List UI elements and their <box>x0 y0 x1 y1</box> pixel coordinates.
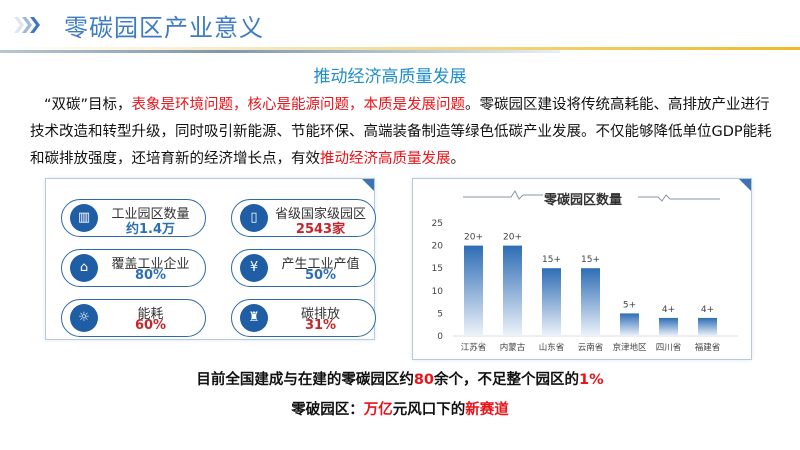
stat-label: 能耗 <box>137 307 164 322</box>
chart-panel: 零碳园区数量 0 5 10 15 20 25 20+ 江苏省 20+ 内蒙古 15+ 山东省 15+ 云南… <box>412 178 752 360</box>
chart-title: 零碳园区数量 <box>543 193 622 208</box>
data-label: 4+ <box>701 305 714 315</box>
highlight-text: 80 <box>413 372 435 388</box>
bar <box>464 245 483 336</box>
text: 。零碳园区建设将传统高耗能、高排放产业进行技术改造和转型升级，同时吸引新能源、节… <box>30 97 772 167</box>
highlight-text: 1% <box>579 372 604 388</box>
stat-label: 覆盖工业企业 <box>111 257 190 272</box>
text: “双碳”目标， <box>44 97 132 113</box>
y-tick-label: 25 <box>432 219 443 229</box>
lightbulb-icon: ☼ <box>70 304 98 332</box>
enterprise-icon: ⌂ <box>70 254 98 282</box>
text: 零破园区： <box>291 402 364 418</box>
data-label: 20+ <box>464 233 483 243</box>
x-tick-label: 福建省 <box>695 342 721 353</box>
data-label: 15+ <box>542 255 561 265</box>
stat-label: 省级国家级园区 <box>274 207 366 222</box>
bar <box>581 268 600 336</box>
yuan-coin-icon: ¥ <box>240 254 268 282</box>
stat-label: 碳排放 <box>300 307 340 322</box>
highlight-text: 表象是环境问题，核心是能源问题，本质是发展问题 <box>131 97 466 113</box>
stat-label: 工业园区数量 <box>111 207 190 222</box>
bar <box>542 268 561 336</box>
stat-value: 2543家 <box>295 222 346 237</box>
y-tick-label: 20 <box>432 242 444 252</box>
stat-card: ☼ 能耗 60% <box>61 299 206 337</box>
text: 目前全国建成与在建的零碳园区约 <box>196 372 414 388</box>
stats-panel: ▥ 工业园区数量 约1.4万 ▯ 省级国家级园区 2543家 ⌂ 覆盖工业企业 80% ¥ 产生工业… <box>45 178 376 340</box>
y-tick-label: 10 <box>432 287 444 297</box>
text: 余个，不足整个园区的 <box>434 372 580 388</box>
stat-value: 31% <box>304 318 337 333</box>
stat-value: 50% <box>304 268 337 283</box>
x-tick-label: 内蒙古 <box>500 342 526 353</box>
factory-icon: ▥ <box>70 204 98 232</box>
stat-label: 产生工业产值 <box>281 257 360 272</box>
page-title: 零碳园区产业意义 <box>64 14 264 42</box>
header-divider <box>0 47 800 50</box>
data-label: 5+ <box>623 300 636 310</box>
section-subtitle: 推动经济高质量发展 <box>313 67 467 87</box>
header-divider-shadow <box>0 50 560 53</box>
bar <box>620 313 639 336</box>
body-paragraph: “双碳”目标，表象是环境问题，核心是能源问题，本质是发展问题。零碳园区建设将传统… <box>30 92 775 173</box>
x-tick-label: 京津地区 <box>612 342 647 353</box>
stat-card: ♜ 碳排放 31% <box>231 299 376 337</box>
stat-card: ⌂ 覆盖工业企业 80% <box>61 249 206 287</box>
x-tick-label: 四川省 <box>656 342 682 353</box>
chimney-icon: ♜ <box>240 304 268 332</box>
stat-value: 80% <box>134 268 167 283</box>
highlight-text: 新赛道 <box>465 402 509 418</box>
footer-line-1: 目前全国建成与在建的零碳园区约80余个，不足整个园区的1% <box>0 368 800 389</box>
stat-value: 约1.4万 <box>125 222 176 237</box>
y-tick-label: 15 <box>432 264 443 274</box>
bar <box>659 317 678 336</box>
data-label: 4+ <box>662 305 675 315</box>
stat-card: ▯ 省级国家级园区 2543家 <box>231 199 376 237</box>
stat-card: ¥ 产生工业产值 50% <box>231 249 376 287</box>
data-label: 15+ <box>581 255 600 265</box>
highlight-text: 万亿 <box>363 402 393 418</box>
y-tick-label: 0 <box>437 332 443 342</box>
stat-card: ▥ 工业园区数量 约1.4万 <box>61 199 206 237</box>
building-icon: ▯ <box>240 204 268 232</box>
y-tick-label: 5 <box>437 309 443 319</box>
bar <box>698 317 717 336</box>
text: 。 <box>450 151 466 167</box>
x-tick-label: 江苏省 <box>461 342 487 353</box>
x-tick-label: 山东省 <box>539 342 565 353</box>
bar <box>503 245 522 336</box>
stat-value: 60% <box>134 318 167 333</box>
footer-line-2: 零破园区：万亿元风口下的新赛道 <box>0 398 800 419</box>
title-decoration <box>463 190 720 202</box>
bar-chart: 0 5 10 15 20 25 20+ 江苏省 20+ 内蒙古 15+ 山东省 15+ 云南省 5+ 京津地区… <box>432 190 738 353</box>
data-label: 20+ <box>503 233 522 243</box>
triple-chevron-right-icon <box>14 17 40 33</box>
text: 元风口下的 <box>392 402 466 418</box>
x-tick-label: 云南省 <box>578 342 604 353</box>
highlight-text: 推动经济高质量发展 <box>320 151 451 167</box>
